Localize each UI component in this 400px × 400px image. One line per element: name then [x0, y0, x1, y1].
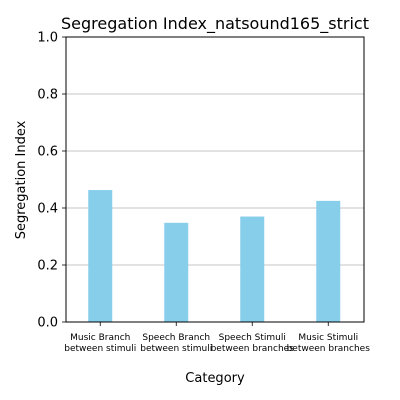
- x-tick-label: Speech Branch between stimuli: [140, 333, 212, 354]
- y-tick-label: 0.0: [37, 316, 58, 331]
- y-axis-label: Segregation Index: [14, 120, 29, 239]
- bar: [240, 216, 265, 322]
- x-axis-label: Category: [185, 371, 245, 386]
- bar: [88, 190, 113, 322]
- bar: [164, 222, 189, 322]
- y-tick-label: 0.8: [37, 88, 58, 103]
- x-tick-label: Speech Stimuli between branches: [211, 333, 295, 354]
- y-tick-label: 1.0: [37, 31, 58, 46]
- y-axis-ticks: 0.0 0.2 0.4 0.6 0.8 1.0: [37, 31, 66, 331]
- bars: [88, 190, 341, 322]
- plot-frame: [65, 36, 365, 323]
- chart-title: Segregation Index_natsound165_strict: [61, 14, 369, 34]
- x-tick-label: Music Stimuli between branches: [287, 333, 371, 354]
- bar: [316, 200, 341, 322]
- y-tick-label: 0.2: [37, 259, 58, 274]
- y-tick-label: 0.6: [37, 145, 58, 160]
- x-tick-label: Music Branch between stimuli: [64, 333, 136, 354]
- y-tick-label: 0.4: [37, 202, 58, 217]
